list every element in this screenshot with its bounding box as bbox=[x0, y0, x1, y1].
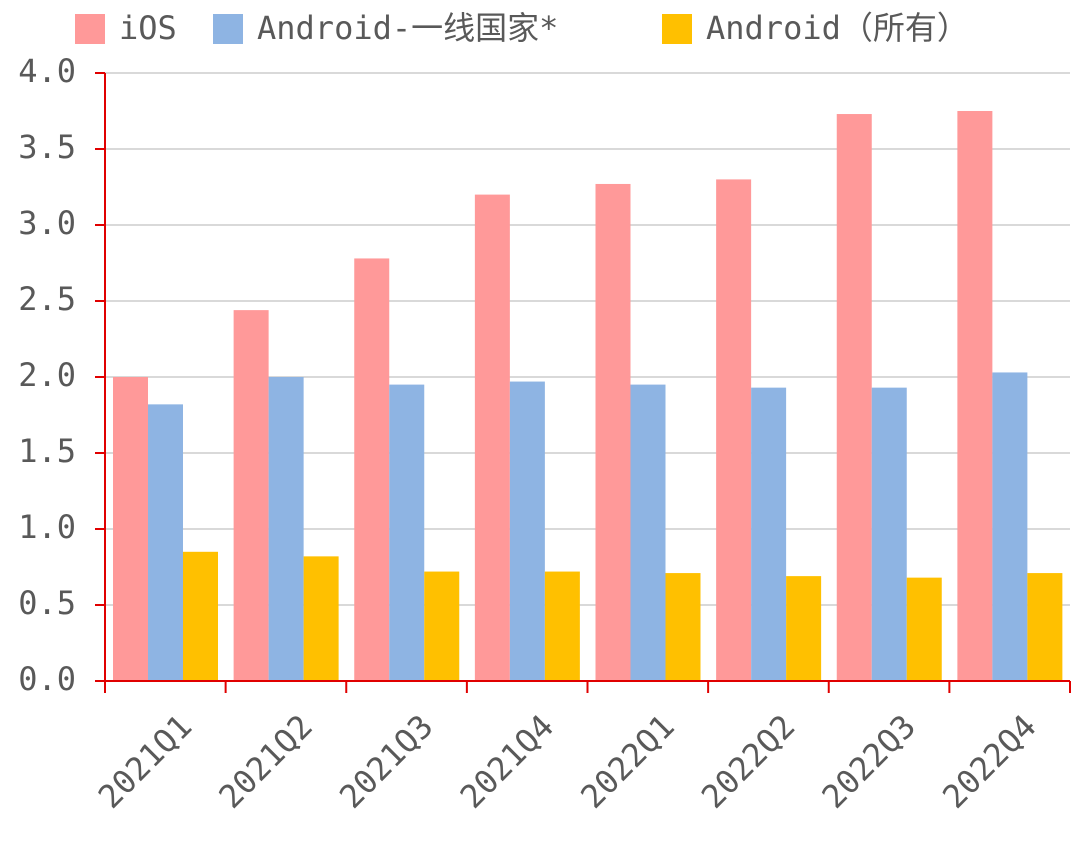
legend-swatch bbox=[662, 14, 692, 44]
y-tick-label: 0.0 bbox=[18, 660, 76, 698]
bar bbox=[303, 556, 339, 681]
bar bbox=[716, 179, 752, 681]
bar bbox=[424, 571, 460, 681]
legend-swatch bbox=[213, 14, 243, 44]
legend-label: iOS bbox=[119, 9, 177, 47]
y-tick-label: 3.5 bbox=[18, 128, 76, 166]
bar bbox=[183, 551, 218, 681]
legend-label: Android-一线国家* bbox=[257, 9, 558, 47]
bar bbox=[544, 571, 580, 681]
y-tick-label: 4.0 bbox=[18, 52, 76, 90]
bar bbox=[871, 387, 907, 681]
bar bbox=[354, 258, 390, 681]
y-tick-label: 0.5 bbox=[18, 584, 76, 622]
bar bbox=[957, 111, 993, 681]
y-tick-label: 2.0 bbox=[18, 356, 76, 394]
bar bbox=[836, 114, 872, 682]
y-tick-label: 2.5 bbox=[18, 280, 76, 318]
x-tick-label: 2022Q4 bbox=[935, 707, 1044, 816]
x-tick-label: 2021Q3 bbox=[332, 707, 441, 816]
y-tick-label: 3.0 bbox=[18, 204, 76, 242]
bar bbox=[113, 377, 148, 681]
legend-label: Android（所有） bbox=[706, 9, 969, 47]
bar bbox=[751, 387, 787, 681]
bar bbox=[509, 381, 545, 681]
bar bbox=[233, 310, 269, 681]
bar bbox=[786, 576, 822, 681]
bar bbox=[1027, 573, 1063, 681]
x-tick-label: 2021Q4 bbox=[453, 707, 562, 816]
bar bbox=[992, 372, 1028, 681]
x-tick-label: 2021Q2 bbox=[211, 707, 320, 816]
bar bbox=[595, 183, 631, 681]
y-tick-label: 1.0 bbox=[18, 508, 76, 546]
x-tick-label: 2022Q2 bbox=[694, 707, 803, 816]
bar bbox=[665, 573, 701, 681]
bar bbox=[389, 384, 425, 681]
bar bbox=[268, 377, 304, 681]
y-tick-label: 1.5 bbox=[18, 432, 76, 470]
bar bbox=[906, 577, 942, 681]
x-tick-label: 2022Q1 bbox=[573, 707, 682, 816]
bar bbox=[630, 384, 666, 681]
legend-swatch bbox=[75, 14, 105, 44]
bar bbox=[474, 194, 510, 681]
bar bbox=[148, 404, 183, 681]
x-tick-label: 2021Q1 bbox=[91, 707, 200, 816]
x-tick-label: 2022Q3 bbox=[814, 707, 923, 816]
